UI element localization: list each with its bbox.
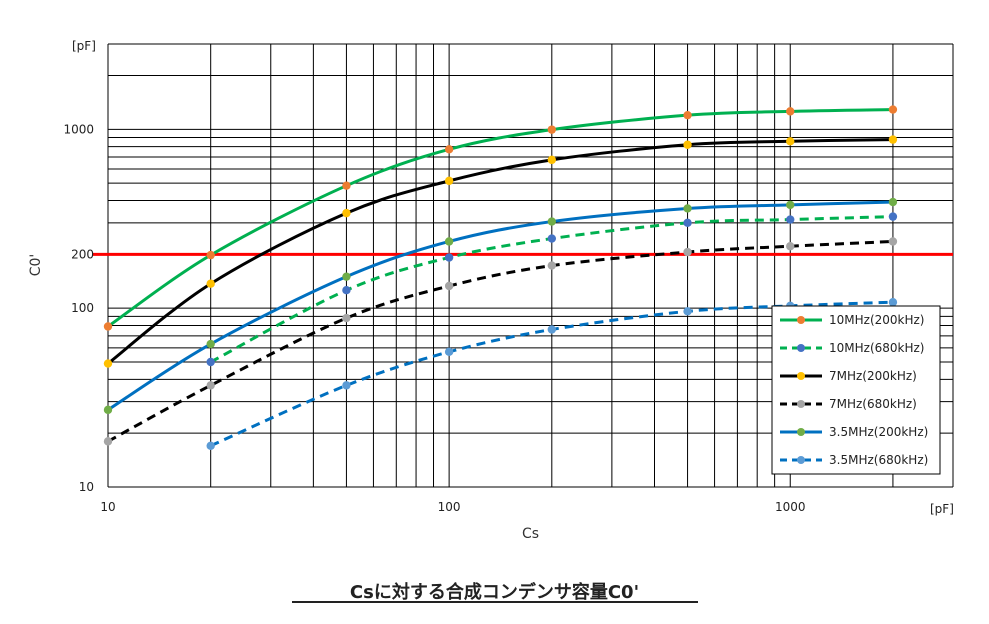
x-tick-label: 100 — [438, 500, 461, 514]
data-point — [103, 359, 113, 368]
data-point — [547, 217, 557, 226]
legend: 10MHz(200kHz) 10MHz(680kHz) 7MHz(200kHz) 7M… — [771, 305, 941, 475]
legend-item: 10MHz(200kHz) — [780, 313, 924, 327]
data-point — [786, 107, 795, 116]
legend-item: 7MHz(200kHz) — [780, 369, 917, 383]
legend-marker — [797, 456, 805, 464]
legend-label: 3.5MHz(200kHz) — [829, 425, 928, 439]
data-point — [683, 140, 692, 149]
data-point — [342, 208, 351, 218]
legend-marker — [797, 372, 805, 380]
series-3 — [103, 135, 898, 368]
data-point — [342, 181, 351, 190]
data-point — [888, 237, 898, 246]
legend-label: 7MHz(200kHz) — [829, 369, 917, 383]
data-point — [888, 135, 898, 144]
data-point — [444, 253, 454, 262]
x-tick-label: 1000 — [775, 500, 806, 514]
data-point — [683, 218, 692, 228]
legend-label: 3.5MHz(680kHz) — [829, 453, 928, 467]
series-5 — [103, 197, 898, 415]
data-point — [444, 176, 454, 186]
data-point — [342, 286, 351, 295]
legend-marker — [797, 428, 805, 436]
data-point — [786, 242, 795, 251]
y-tick-label: 10 — [79, 480, 94, 494]
data-point — [683, 247, 692, 257]
data-point — [206, 441, 215, 450]
data-point — [342, 313, 351, 323]
x-unit-label: [pF] — [930, 502, 954, 516]
data-point — [103, 437, 113, 446]
data-point — [206, 381, 215, 390]
legend-item: 3.5MHz(200kHz) — [780, 425, 928, 439]
legend-label: 10MHz(680kHz) — [829, 341, 924, 355]
data-point — [786, 215, 795, 224]
legend-item: 10MHz(680kHz) — [780, 341, 924, 355]
data-point — [888, 197, 898, 207]
legend-item: 3.5MHz(680kHz) — [780, 453, 928, 467]
data-point — [103, 322, 113, 331]
data-point — [547, 125, 557, 134]
y-tick-label: 1000 — [63, 122, 94, 136]
data-point — [683, 110, 692, 120]
data-point — [547, 234, 557, 243]
legend-label: 10MHz(200kHz) — [829, 313, 924, 327]
data-point — [547, 261, 557, 270]
data-point — [206, 250, 215, 260]
y-unit-label: [pF] — [72, 39, 96, 53]
series-2 — [206, 212, 898, 367]
data-point — [206, 357, 215, 367]
y-tick-label: 200 — [71, 247, 94, 261]
legend-marker — [797, 344, 805, 352]
data-point — [444, 237, 454, 246]
data-point — [683, 307, 692, 316]
data-point — [786, 200, 795, 210]
series-line — [108, 108, 893, 328]
legend-marker — [797, 316, 805, 324]
series-4 — [103, 237, 898, 446]
data-point — [547, 325, 557, 334]
data-point — [444, 145, 454, 154]
data-point — [683, 204, 692, 213]
data-point — [444, 347, 454, 357]
y-tick-label: 100 — [71, 301, 94, 315]
chart-caption: Csに対する合成コンデンサ容量C0' — [349, 582, 640, 603]
legend-marker — [797, 400, 805, 408]
caption-underline — [292, 601, 698, 603]
data-point — [888, 297, 898, 307]
legend-box — [771, 305, 941, 475]
data-point — [342, 381, 351, 390]
series-1 — [103, 105, 898, 331]
legend-label: 7MHz(680kHz) — [829, 397, 917, 411]
data-point — [786, 137, 795, 146]
series-line — [108, 200, 893, 412]
data-point — [444, 281, 454, 291]
y-axis-title: C0' — [28, 254, 44, 277]
data-point — [206, 339, 215, 349]
data-point — [206, 279, 215, 288]
x-axis-title: Cs — [522, 526, 539, 542]
x-tick-label: 10 — [100, 500, 115, 514]
data-point — [547, 155, 557, 165]
data-point — [888, 105, 898, 114]
data-point — [888, 212, 898, 221]
data-point — [103, 405, 113, 415]
series-line — [108, 239, 893, 443]
data-point — [342, 272, 351, 281]
series-line — [108, 138, 893, 365]
legend-item: 7MHz(680kHz) — [780, 397, 917, 411]
tick-labels: 10 100 1000 10 100 200 1000 — [63, 122, 805, 514]
